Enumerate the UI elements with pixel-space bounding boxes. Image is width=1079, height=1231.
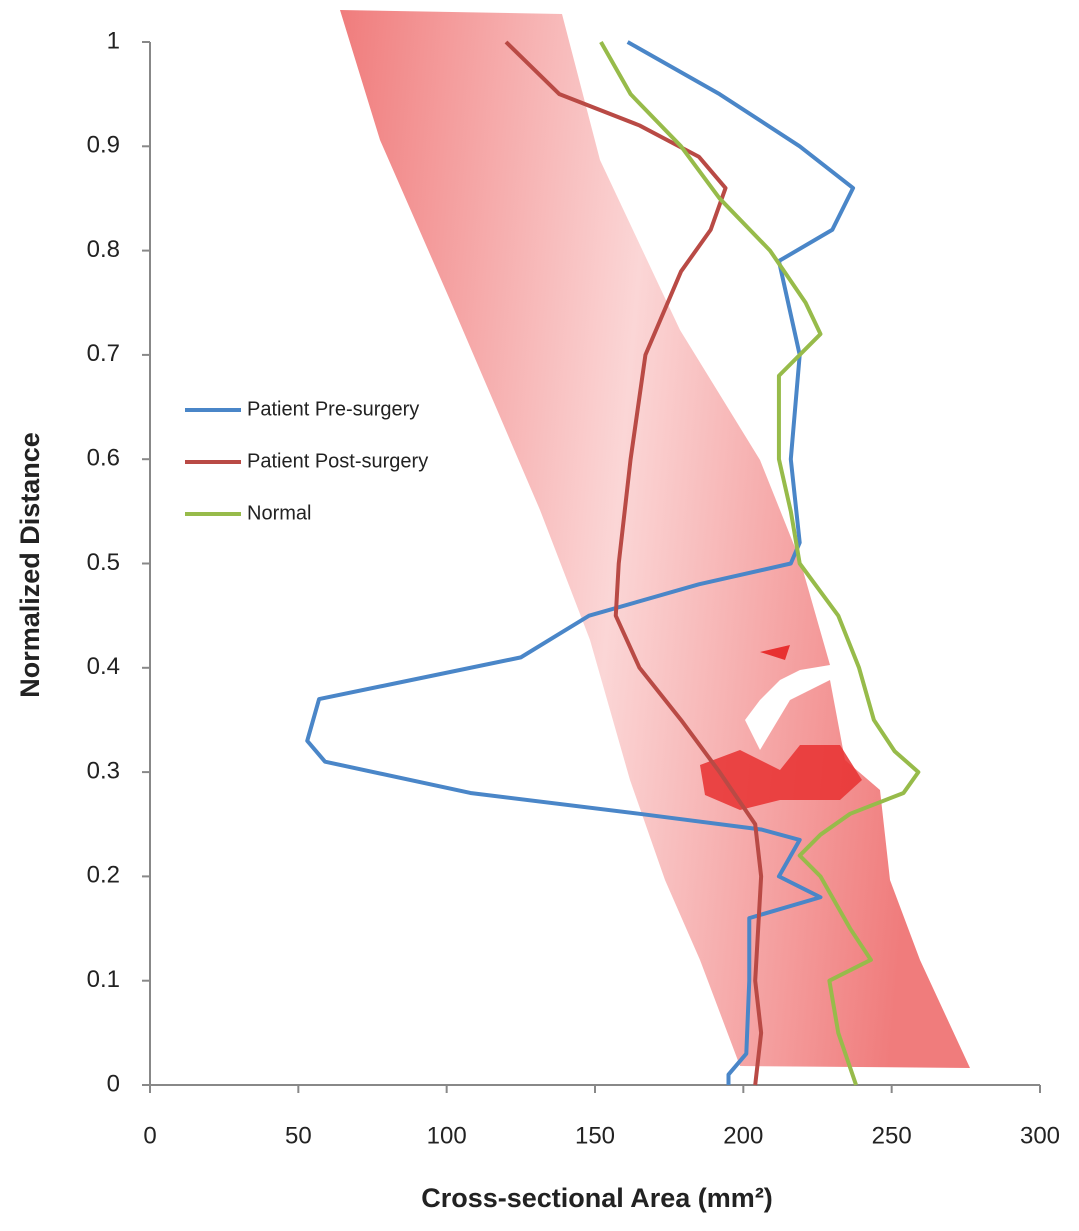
y-tick-label: 0.7 <box>87 340 120 367</box>
legend-label: Patient Pre-surgery <box>247 398 419 420</box>
x-tick-label: 300 <box>1020 1122 1060 1149</box>
airway-image <box>340 10 970 1068</box>
x-tick-label: 200 <box>723 1122 763 1149</box>
legend-label: Normal <box>247 502 311 524</box>
y-tick-label: 0.3 <box>87 757 120 784</box>
y-tick-label: 0 <box>107 1070 120 1097</box>
x-tick-label: 250 <box>872 1122 912 1149</box>
y-tick-label: 0.2 <box>87 862 120 889</box>
y-tick-label: 0.1 <box>87 966 120 993</box>
y-tick-label: 1 <box>107 27 120 54</box>
legend-label: Patient Post-surgery <box>247 450 428 472</box>
y-tick-label: 0.8 <box>87 236 120 263</box>
y-tick-label: 0.5 <box>87 549 120 576</box>
x-axis-title: Cross-sectional Area (mm²) <box>421 1183 773 1213</box>
x-tick-label: 150 <box>575 1122 615 1149</box>
x-tick-label: 0 <box>143 1122 156 1149</box>
chart: Cross-sectional Area (mm²) Normalized Di… <box>0 0 1079 1226</box>
x-tick-label: 100 <box>427 1122 467 1149</box>
y-tick-label: 0.6 <box>87 445 120 472</box>
y-axis-title: Normalized Distance <box>15 432 45 698</box>
y-tick-label: 0.9 <box>87 132 120 159</box>
y-tick-label: 0.4 <box>87 653 120 680</box>
x-tick-label: 50 <box>285 1122 312 1149</box>
